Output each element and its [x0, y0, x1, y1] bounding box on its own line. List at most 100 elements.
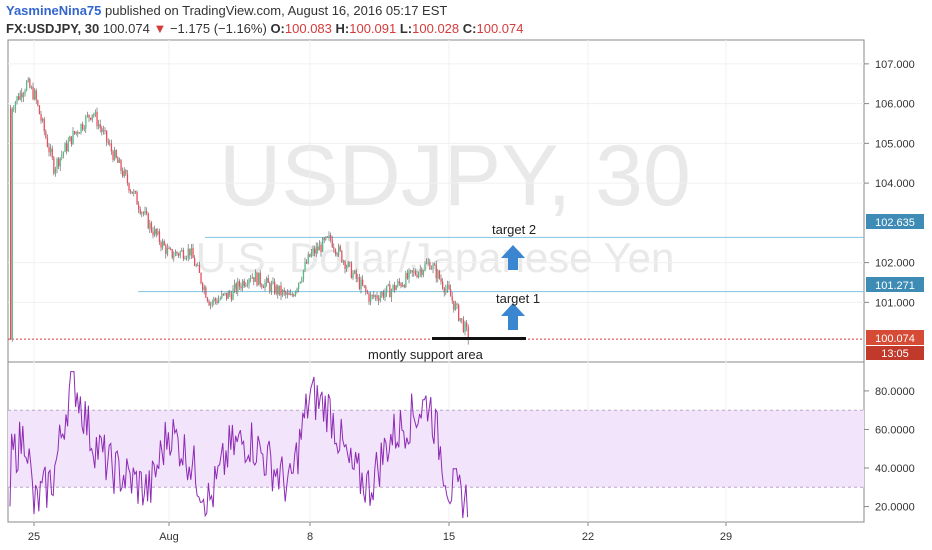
candle-body: [165, 245, 167, 255]
candle-body: [259, 272, 261, 285]
candle-body: [408, 270, 410, 279]
candle-body: [373, 294, 375, 297]
candle-body: [146, 211, 148, 214]
candle-body: [10, 107, 12, 340]
candle-body: [166, 247, 169, 255]
candle-body: [203, 287, 205, 290]
candle-body: [134, 191, 137, 193]
candle-body: [125, 170, 127, 175]
time-tick-label: 29: [720, 531, 732, 543]
watermark-symbol: USDJPY, 30: [219, 128, 691, 224]
candle-body: [350, 263, 353, 279]
candle-body: [158, 231, 161, 243]
candle-body: [352, 273, 354, 279]
candle-body: [194, 258, 196, 266]
candle-body: [384, 292, 386, 298]
candle-body: [360, 279, 362, 289]
candle-body: [77, 131, 79, 134]
support-label: montly support area: [368, 347, 484, 362]
candle-body: [206, 297, 209, 301]
candle-body: [286, 293, 289, 295]
candle-body: [429, 261, 431, 270]
candle-body: [338, 246, 340, 255]
candle-body: [35, 90, 37, 101]
candle-body: [222, 293, 225, 295]
candle-body: [389, 284, 391, 298]
candle-body: [221, 293, 223, 299]
candle-body: [189, 248, 191, 256]
candle-body: [400, 283, 402, 287]
candle-body: [163, 241, 165, 246]
candle-body: [107, 141, 109, 144]
time-tick-label: 15: [443, 531, 455, 543]
candle-body: [67, 141, 69, 152]
candle-body: [382, 292, 385, 298]
candle-body: [157, 231, 159, 235]
price-tick-label: 102.000: [875, 258, 915, 270]
candle-body: [178, 253, 180, 256]
candle-body: [128, 183, 130, 191]
candle-body: [466, 322, 468, 328]
candle-body: [381, 292, 383, 296]
candle-body: [118, 159, 121, 163]
candle-body: [117, 157, 119, 163]
candle-body: [464, 322, 466, 332]
candle-body: [421, 269, 423, 276]
candle-body: [69, 136, 71, 142]
candle-body: [182, 250, 185, 259]
price-tick-label: 101.000: [875, 297, 915, 309]
candle-series: [10, 77, 469, 345]
time-tick-label: 25: [28, 531, 40, 543]
candle-body: [395, 286, 397, 291]
candle-body: [358, 277, 361, 289]
candle-body: [397, 281, 399, 287]
candle-body: [302, 270, 305, 280]
candle-body: [72, 131, 74, 145]
candle-body: [218, 299, 220, 303]
candle-body: [315, 246, 317, 254]
candle-body: [459, 318, 461, 321]
candle-body: [102, 130, 105, 132]
price-tick-label: 107.000: [875, 59, 915, 71]
rsi-tick-label: 60.0000: [875, 424, 915, 436]
candle-body: [51, 148, 53, 158]
candle-body: [418, 272, 420, 278]
candle-body: [440, 278, 442, 282]
rsi-line: [9, 371, 469, 519]
candle-body: [307, 254, 309, 264]
candle-body: [170, 248, 172, 250]
candle-body: [171, 249, 173, 258]
candle-body: [133, 191, 135, 194]
candle-body: [288, 293, 290, 295]
candle-body: [198, 265, 201, 273]
candle-body: [202, 283, 204, 290]
candle-body: [410, 270, 412, 272]
candle-body: [306, 262, 308, 264]
candle-body: [267, 278, 269, 283]
candle-body: [304, 262, 306, 271]
candle-body: [269, 282, 271, 292]
candle-body: [242, 280, 244, 289]
candle-body: [419, 269, 421, 273]
low-label: L:: [399, 21, 413, 36]
candle-body: [43, 119, 45, 132]
candle-body: [347, 261, 349, 267]
candle-body: [296, 288, 298, 292]
candle-body: [90, 117, 92, 120]
candle-body: [237, 281, 239, 293]
candle-body: [336, 253, 338, 255]
rsi-tick-label: 40.0000: [875, 463, 915, 475]
time-tick-label: Aug: [159, 531, 179, 543]
candle-body: [341, 250, 343, 263]
candle-body: [312, 248, 314, 253]
candle-body: [13, 109, 15, 111]
candle-body: [19, 92, 21, 100]
candle-body: [142, 212, 145, 214]
author-link[interactable]: YasmineNina75: [6, 3, 102, 18]
candle-body: [208, 300, 210, 306]
candle-body: [355, 270, 357, 279]
candle-body: [62, 151, 65, 155]
current-price-text: 100.074: [875, 333, 915, 345]
rsi-tick-label: 20.0000: [875, 502, 915, 514]
